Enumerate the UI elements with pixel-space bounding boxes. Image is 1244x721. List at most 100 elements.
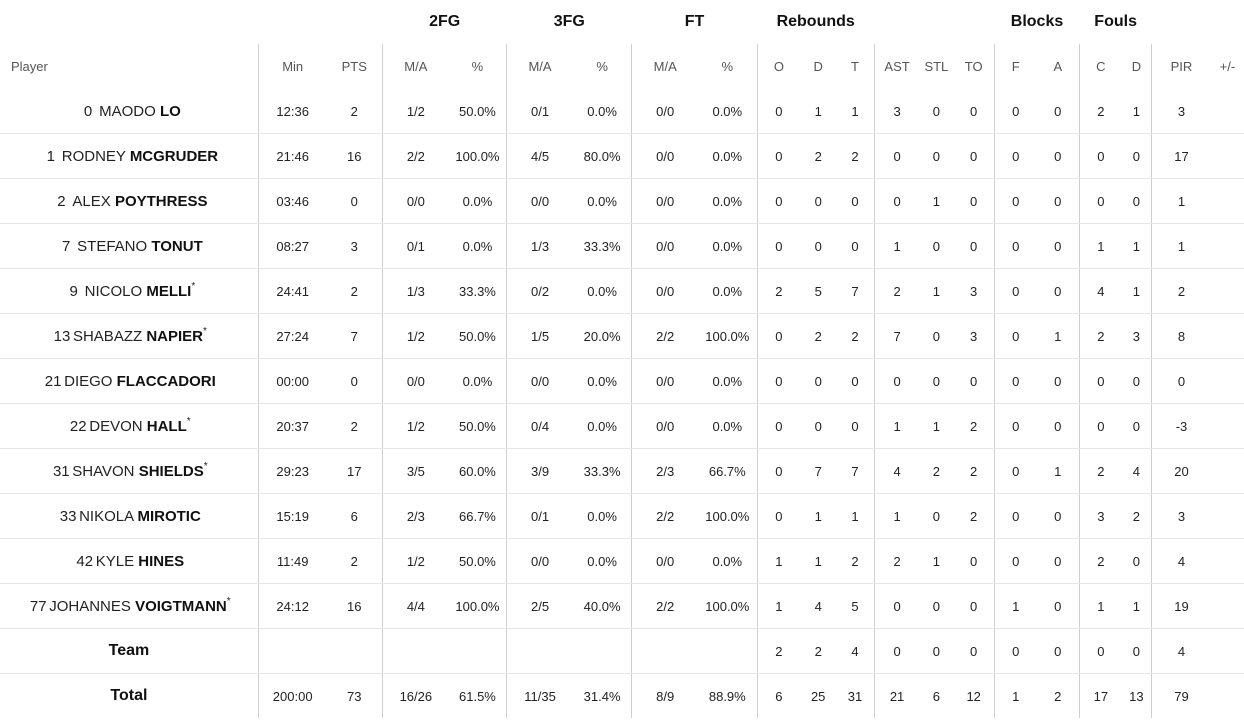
player-row[interactable]: 2 ALEX POYTHRESS 03:46 0 0/0 0.0% 0/0 0.0% 0/0 0.… [0, 178, 1244, 224]
player-cell[interactable]: 7 STEFANO TONUT [0, 223, 259, 269]
player-cell[interactable]: 1 RODNEY MCGRUDER [0, 133, 259, 179]
col-header-foul-d[interactable]: D [1131, 59, 1142, 74]
player-number: 77 [29, 597, 47, 615]
player-min: 15:19 [257, 493, 327, 539]
col-header-ft-pct[interactable]: % [721, 59, 734, 74]
player-cell[interactable]: 0 MAODO LO [0, 89, 259, 134]
player-pir: 1 [1151, 178, 1211, 224]
player-cell[interactable]: 42 KYLE HINES [0, 538, 259, 584]
col-header-pts[interactable]: PTS [341, 59, 367, 74]
player-row[interactable]: 77 JOHANNES VOIGTMANN* 24:12 16 4/4 100.0% 2/5… [0, 583, 1244, 629]
col-header-ft-ma[interactable]: M/A [631, 44, 698, 89]
group-header-row: 2FG 3FG FT Rebounds Blocks Fouls [0, 0, 1244, 44]
col-header-3fg-pct[interactable]: % [596, 59, 608, 74]
player-to: 2 [953, 493, 995, 539]
player-cell[interactable]: 77 JOHANNES VOIGTMANN* [0, 583, 259, 629]
player-pts: 2 [326, 89, 383, 134]
player-row[interactable]: 13 SHABAZZ NAPIER* 27:24 7 1/2 50.0% 1/5 20.0% 2… [0, 313, 1244, 359]
player-min: 11:49 [257, 538, 327, 584]
player-2fg-ma: 1/2 [382, 538, 449, 584]
player-cell[interactable]: 2 ALEX POYTHRESS [0, 178, 259, 224]
player-last-name[interactable]: MELLI [146, 282, 192, 300]
player-last-name[interactable]: NAPIER [146, 327, 204, 345]
player-reb-o: 0 [756, 493, 801, 539]
player-ft-ma: 0/0 [631, 403, 698, 449]
starter-marker: * [203, 325, 207, 337]
player-to: 0 [953, 538, 995, 584]
col-header-stl[interactable]: STL [924, 59, 949, 74]
player-reb-d: 0 [800, 223, 837, 269]
player-stl: 0 [919, 313, 954, 359]
column-header-row: Player Min PTS M/A % M/A % M/A % O D T A… [0, 44, 1244, 89]
col-header-reb-t[interactable]: T [851, 59, 859, 74]
player-reb-t: 0 [836, 358, 875, 404]
player-last-name[interactable]: HALL [146, 417, 187, 435]
col-header-pir[interactable]: PIR [1151, 44, 1211, 89]
player-row[interactable]: 31 SHAVON SHIELDS* 29:23 17 3/5 60.0% 3/9 33.3%… [0, 448, 1244, 494]
player-reb-d: 2 [800, 313, 837, 359]
player-last-name[interactable]: TONUT [151, 237, 203, 255]
player-number: 7 [61, 237, 71, 255]
player-row[interactable]: 21 DIEGO FLACCADORI 00:00 0 0/0 0.0% 0/0 0.0% 0/… [0, 358, 1244, 404]
player-to: 0 [953, 583, 995, 629]
col-header-reb-o[interactable]: O [756, 44, 801, 89]
player-row[interactable]: 1 RODNEY MCGRUDER 21:46 16 2/2 100.0% 4/5 80.0%… [0, 133, 1244, 179]
col-header-2fg-pct[interactable]: % [471, 59, 484, 74]
player-ast: 3 [873, 89, 920, 134]
player-pir: 2 [1151, 268, 1211, 314]
player-row[interactable]: 0 MAODO LO 12:36 2 1/2 50.0% 0/1 0.0% 0/0 0.0% 0 1 1… [0, 89, 1244, 134]
team-pts [326, 628, 383, 674]
col-header-to[interactable]: TO [964, 59, 983, 74]
col-header-3fg-ma[interactable]: M/A [506, 44, 573, 89]
player-cell[interactable]: 31 SHAVON SHIELDS* [0, 448, 259, 494]
player-reb-o: 2 [756, 268, 801, 314]
player-row[interactable]: 9 NICOLO MELLI* 24:41 2 1/3 33.3% 0/2 0.0% 0/0 0.… [0, 268, 1244, 314]
player-number: 2 [57, 192, 66, 210]
col-header-reb-d[interactable]: D [813, 59, 823, 74]
player-cell[interactable]: 13 SHABAZZ NAPIER* [0, 313, 259, 359]
player-blk-a: 0 [1036, 89, 1080, 134]
player-last-name[interactable]: VOIGTMANN [135, 597, 227, 615]
player-last-name[interactable]: LO [159, 102, 181, 120]
player-pir: 19 [1151, 583, 1211, 629]
player-ft-ma: 2/3 [631, 448, 698, 494]
player-reb-o: 1 [756, 583, 801, 629]
group-header-fouls: Fouls [1094, 13, 1137, 30]
player-ft-pct: 0.0% [698, 178, 758, 224]
player-3fg-pct: 0.0% [572, 358, 632, 404]
player-row[interactable]: 33 NIKOLA MIROTIC 15:19 6 2/3 66.7% 0/1 0.0% 2/2… [0, 493, 1244, 539]
player-last-name[interactable]: MIROTIC [137, 507, 201, 525]
player-last-name[interactable]: MCGRUDER [129, 147, 219, 165]
col-header-foul-c[interactable]: C [1079, 44, 1122, 89]
player-last-name[interactable]: HINES [138, 552, 185, 570]
col-header-blk-f[interactable]: F [993, 44, 1037, 89]
col-header-player[interactable]: Player [11, 59, 48, 74]
player-min: 03:46 [257, 178, 327, 224]
player-pts: 0 [326, 358, 383, 404]
player-plus-minus [1210, 493, 1244, 539]
player-ast: 7 [873, 313, 920, 359]
player-row[interactable]: 42 KYLE HINES 11:49 2 1/2 50.0% 0/0 0.0% 0/0 0.0%… [0, 538, 1244, 584]
player-pts: 17 [326, 448, 383, 494]
player-ft-ma: 0/0 [631, 223, 698, 269]
player-cell[interactable]: 9 NICOLO MELLI* [0, 268, 259, 314]
player-last-name[interactable]: POYTHRESS [114, 192, 208, 210]
player-last-name[interactable]: SHIELDS [138, 462, 204, 480]
player-row[interactable]: 7 STEFANO TONUT 08:27 3 0/1 0.0% 1/3 33.3% 0/0 0.… [0, 223, 1244, 269]
player-cell[interactable]: 21 DIEGO FLACCADORI [0, 358, 259, 404]
col-header-blk-a[interactable]: A [1053, 59, 1063, 74]
total-stl: 6 [932, 688, 940, 704]
player-last-name[interactable]: FLACCADORI [116, 372, 216, 390]
player-foul-d: 1 [1121, 223, 1152, 269]
player-row[interactable]: 22 DEVON HALL* 20:37 2 1/2 50.0% 0/4 0.0% 0/0 0.0… [0, 403, 1244, 449]
col-header-ast[interactable]: AST [873, 44, 920, 89]
player-cell[interactable]: 22 DEVON HALL* [0, 403, 259, 449]
player-cell[interactable]: 33 NIKOLA MIROTIC [0, 493, 259, 539]
player-foul-d: 0 [1121, 538, 1152, 584]
player-plus-minus [1210, 538, 1244, 584]
col-header-plus-minus[interactable]: +/- [1219, 59, 1236, 74]
col-header-2fg-ma[interactable]: M/A [382, 44, 449, 89]
player-3fg-pct: 0.0% [572, 89, 632, 134]
col-header-min[interactable]: Min [257, 44, 327, 89]
team-3fg-pct [572, 628, 632, 674]
